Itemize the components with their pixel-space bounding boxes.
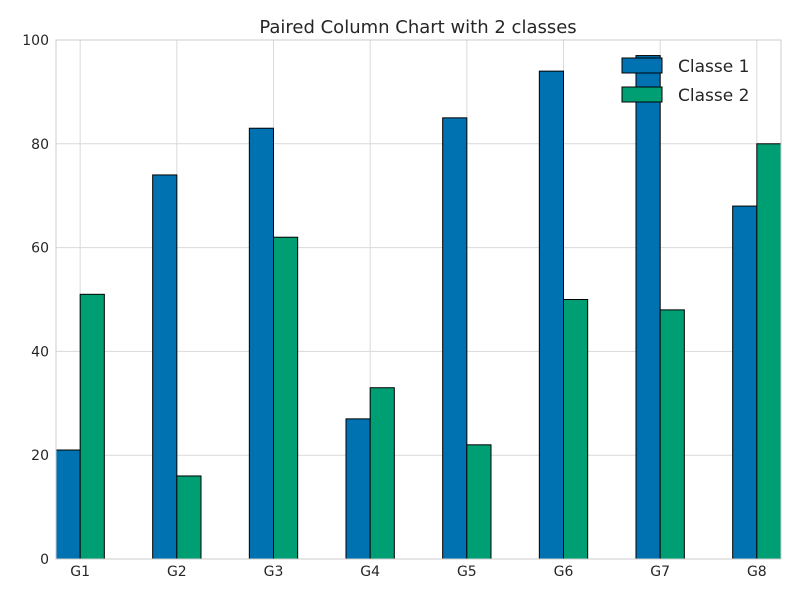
- bar-g2-series-2: [176, 475, 202, 560]
- y-axis-ticks: 0 20 40 60 80 100: [22, 33, 49, 568]
- plot-frame: [55, 39, 782, 560]
- x-tick-label: G1: [70, 564, 90, 580]
- x-tick-label: G5: [457, 564, 477, 580]
- bar-g5-series-1: [442, 117, 468, 560]
- bar-g7-series-2: [659, 309, 685, 560]
- bar-g6-series-1: [538, 70, 564, 560]
- bar-g4-series-1: [345, 418, 371, 560]
- legend-label-series-2: Classe 2: [678, 86, 749, 106]
- bar-g5-series-2: [466, 444, 492, 560]
- x-tick-label: G6: [554, 564, 574, 580]
- y-tick-label: 60: [31, 241, 49, 257]
- bar-g1-series-2: [79, 293, 105, 560]
- x-tick-label: G2: [167, 564, 187, 580]
- y-tick-label: 20: [31, 448, 49, 464]
- bar-g3-series-2: [273, 236, 299, 560]
- bar-g3-series-1: [248, 127, 274, 560]
- legend-label-series-1: Classe 1: [678, 57, 749, 77]
- x-tick-label: G8: [747, 564, 767, 580]
- bars: [55, 55, 782, 560]
- bar-g2-series-1: [152, 174, 178, 560]
- bar-g6-series-2: [563, 299, 589, 560]
- chart-title: Paired Column Chart with 2 classes: [259, 17, 576, 38]
- x-axis-ticks: G1 G2 G3 G4 G5 G6 G7 G8: [70, 564, 766, 580]
- bar-g8-series-2: [756, 143, 782, 560]
- bar-g7-series-1: [635, 55, 661, 560]
- legend-swatch-series-2: [621, 86, 663, 103]
- x-tick-label: G3: [264, 564, 284, 580]
- legend: Classe 1 Classe 2: [621, 57, 749, 106]
- y-tick-label: 100: [22, 33, 49, 49]
- bar-g8-series-1: [732, 205, 758, 560]
- y-tick-label: 0: [40, 552, 49, 568]
- x-tick-label: G4: [360, 564, 380, 580]
- bar-g1-series-1: [55, 449, 81, 560]
- y-tick-label: 40: [31, 344, 49, 360]
- x-tick-label: G7: [650, 564, 670, 580]
- bar-g4-series-2: [369, 387, 395, 560]
- legend-swatch-series-1: [621, 57, 663, 74]
- y-tick-label: 80: [31, 137, 49, 153]
